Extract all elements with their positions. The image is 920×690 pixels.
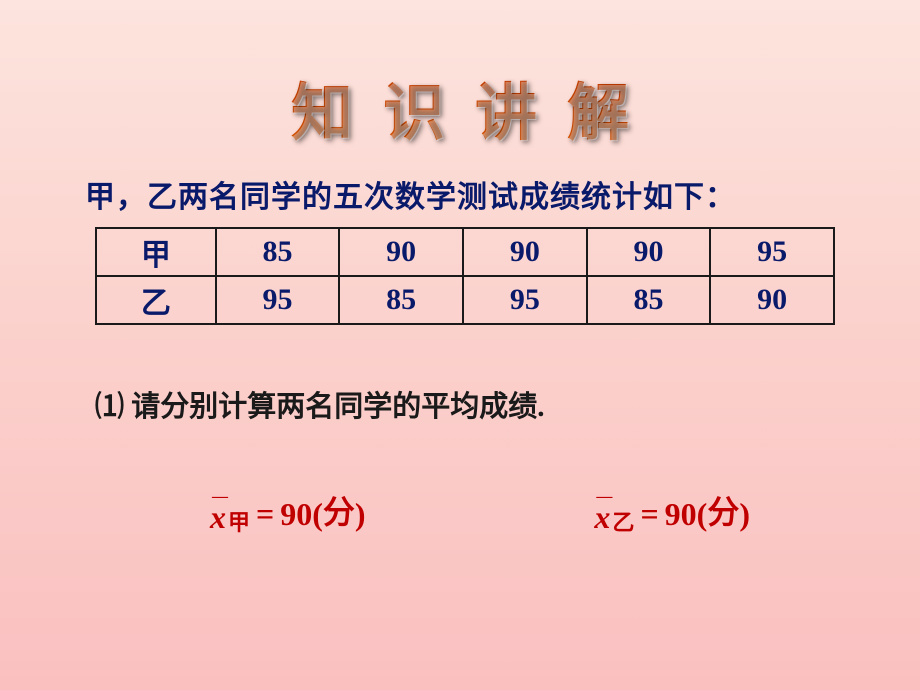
cell: 90 — [587, 228, 711, 276]
cell: 90 — [463, 228, 587, 276]
table-row-jia: 甲 85 90 90 90 95 — [96, 228, 834, 276]
value: 90 — [665, 496, 697, 533]
cell: 90 — [339, 228, 463, 276]
unit: 分 — [707, 487, 739, 533]
cell: 85 — [587, 276, 711, 324]
bar-icon: ― — [596, 489, 612, 505]
value: 90 — [280, 496, 312, 533]
cell: 95 — [710, 228, 834, 276]
equals: = — [640, 496, 658, 533]
paren-open: ( — [312, 496, 323, 533]
paren-open: ( — [697, 496, 708, 533]
cell: 95 — [216, 276, 340, 324]
bar-icon: ― — [212, 489, 228, 505]
subscript: 乙 — [612, 505, 634, 537]
var-x: ― x — [594, 501, 610, 533]
formula-row: ― x 甲 = 90 ( 分 ) ― x 乙 = 90 ( 分 ) — [210, 487, 750, 533]
equals: = — [256, 496, 274, 533]
row-label: 乙 — [96, 276, 216, 324]
paren-close: ) — [739, 496, 750, 533]
formula-jia: ― x 甲 = 90 ( 分 ) — [210, 487, 366, 533]
subscript: 甲 — [228, 505, 250, 537]
cell: 90 — [710, 276, 834, 324]
intro-text: 甲，乙两名同学的五次数学测试成绩统计如下： — [85, 172, 736, 216]
cell: 85 — [339, 276, 463, 324]
page-title: 知识讲解 — [261, 62, 659, 152]
paren-close: ) — [355, 496, 366, 533]
cell: 85 — [216, 228, 340, 276]
title-wrap: 知识讲解 — [0, 0, 920, 152]
unit: 分 — [323, 487, 355, 533]
table-row-yi: 乙 95 85 95 85 90 — [96, 276, 834, 324]
formula-yi: ― x 乙 = 90 ( 分 ) — [594, 487, 750, 533]
var-x: ― x — [210, 501, 226, 533]
row-label: 甲 — [96, 228, 216, 276]
cell: 95 — [463, 276, 587, 324]
score-table: 甲 85 90 90 90 95 乙 95 85 95 85 90 — [95, 227, 835, 325]
question-text: ⑴ 请分别计算两名同学的平均成绩. — [95, 383, 545, 425]
